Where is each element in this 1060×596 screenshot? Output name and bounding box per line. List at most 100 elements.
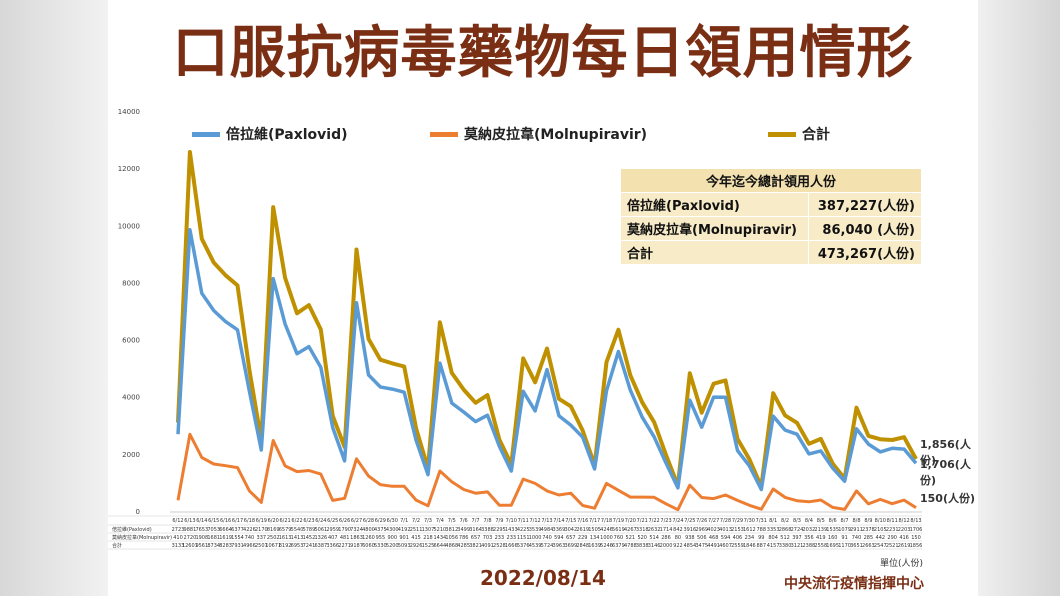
data-table-cell: 901	[399, 535, 409, 541]
x-tick-label: 8/6	[829, 518, 837, 524]
data-table-cell: 4023	[707, 527, 720, 533]
x-tick-label: 6/19	[256, 518, 267, 524]
data-table-cell: 397	[792, 535, 802, 541]
data-table-cell: 1535	[826, 527, 839, 533]
x-tick-label: 6/16	[220, 518, 231, 524]
data-table-cell: 233	[495, 535, 505, 541]
data-table-cell: 2528	[493, 543, 506, 549]
x-tick-label: 7/31	[756, 518, 767, 524]
data-table-cell: 1000	[529, 535, 542, 541]
data-table-cell: 657	[471, 535, 481, 541]
legend-label-molnupiravir: 莫納皮拉韋(Molnupiravir)	[464, 127, 648, 143]
x-tick-label: 6/22	[291, 518, 302, 524]
x-tick-label: 7/19	[613, 518, 624, 524]
x-tick-label: 8/12	[898, 518, 909, 524]
data-table-cell: 506	[697, 535, 707, 541]
data-table-cell: 99	[758, 535, 764, 541]
data-table-cell: 407	[328, 535, 338, 541]
data-table-cell: 406	[733, 535, 743, 541]
data-table-cell: 5200	[386, 543, 399, 549]
x-tick-label: 6/29	[375, 518, 386, 524]
data-table-cell: 2619	[576, 527, 589, 533]
series-line-2	[176, 150, 918, 489]
data-table-cell: 3133	[172, 543, 185, 549]
data-table-cell: 2848	[576, 543, 589, 549]
data-table-cell: 285	[864, 535, 874, 541]
data-table-cell: 521	[626, 535, 636, 541]
data-table-cell: 229	[578, 535, 588, 541]
end-label-paxlovid: 1,706(人份)	[920, 458, 971, 487]
data-table-cell: 9187	[350, 543, 363, 549]
data-table-cell: 150	[911, 535, 921, 541]
data-table-cell: 1714	[660, 527, 673, 533]
data-table-cell: 1856	[910, 543, 923, 549]
x-tick-label: 6/23	[303, 518, 314, 524]
data-table-cell: 1612	[743, 527, 756, 533]
data-table-cell: 1307	[422, 527, 435, 533]
x-tick-label: 7/30	[744, 518, 755, 524]
x-tick-label: 6/25	[327, 518, 338, 524]
legend-label-total: 合計	[802, 127, 830, 143]
data-table-cell: 419	[816, 535, 826, 541]
data-table-cell: 4285	[457, 543, 470, 549]
data-table-cell: 415	[411, 535, 421, 541]
x-tick-label: 6/28	[363, 518, 374, 524]
data-table-row-label: 合計	[112, 542, 122, 549]
data-table-cell: 442	[876, 535, 886, 541]
data-table-cell: 5246	[600, 543, 613, 549]
data-table-cell: 3838	[636, 543, 649, 549]
data-table-cell: 4984	[541, 527, 554, 533]
data-table-cell: 3475	[695, 543, 708, 549]
x-tick-label: 8/11	[887, 518, 898, 524]
x-tick-label: 6/15	[208, 518, 219, 524]
data-table-cell: 3963	[553, 543, 566, 549]
data-table-cell: 788	[756, 527, 766, 533]
data-table-cell: 1525	[422, 543, 435, 549]
data-table-cell: 1790	[338, 527, 351, 533]
data-table-cell: 1433	[505, 527, 518, 533]
data-table-cell: 1619	[219, 535, 232, 541]
data-table-cell: 740	[542, 535, 552, 541]
data-table-cell: 2231	[886, 527, 899, 533]
x-tick-label: 6/21	[280, 518, 291, 524]
data-table-cell: 6387	[314, 543, 327, 549]
x-tick-label: 8/2	[781, 518, 789, 524]
data-table-cell: 416	[899, 535, 909, 541]
data-table-cell: 9561	[195, 543, 208, 549]
data-table-cell: 7053	[207, 527, 220, 533]
data-table-cell: 356	[804, 535, 814, 541]
data-table-cell: 1666	[505, 543, 518, 549]
data-table-cell: 2632	[648, 527, 661, 533]
data-table-cell: 1613	[279, 535, 292, 541]
series-line-0	[176, 227, 918, 492]
data-table-cell: 657	[566, 535, 576, 541]
data-table-cell: 2559	[731, 543, 744, 549]
data-table-cell: 2511	[410, 527, 423, 533]
data-table-cell: 3699	[564, 543, 577, 549]
data-table-cell: 2502	[267, 535, 280, 541]
data-table-cell: 5376	[517, 543, 530, 549]
data-table-cell: 1056	[445, 535, 458, 541]
data-table-cell: 938	[685, 535, 695, 541]
x-tick-label: 7/26	[696, 518, 707, 524]
x-tick-label: 7/7	[472, 518, 480, 524]
y-tick-label: 0	[136, 508, 140, 516]
data-table-cell: 3380	[779, 543, 792, 549]
data-table-cell: 4157	[767, 543, 780, 549]
x-tick-label: 6/24	[315, 518, 326, 524]
data-table-cell: 1151	[517, 535, 530, 541]
data-table-cell: 3164	[469, 527, 482, 533]
data-table-cell: 8169	[267, 527, 280, 533]
legend-label-paxlovid: 倍拉維(Paxlovid)	[226, 127, 348, 143]
data-table-cell: 218	[423, 535, 433, 541]
data-table-cell: 6664	[219, 527, 232, 533]
data-table-cell: 80	[675, 535, 681, 541]
data-table-cell: 1846	[743, 543, 756, 549]
legend-swatch-molnupiravir	[430, 131, 458, 137]
data-table-cell: 3916	[683, 527, 696, 533]
data-table-cell: 2203	[898, 527, 911, 533]
data-table-cell: 3318	[636, 527, 649, 533]
data-table-cell: 8734	[207, 543, 220, 549]
data-table-row-label: 倍拉維(Paxlovid)	[112, 526, 152, 533]
x-tick-label: 6/13	[184, 518, 195, 524]
